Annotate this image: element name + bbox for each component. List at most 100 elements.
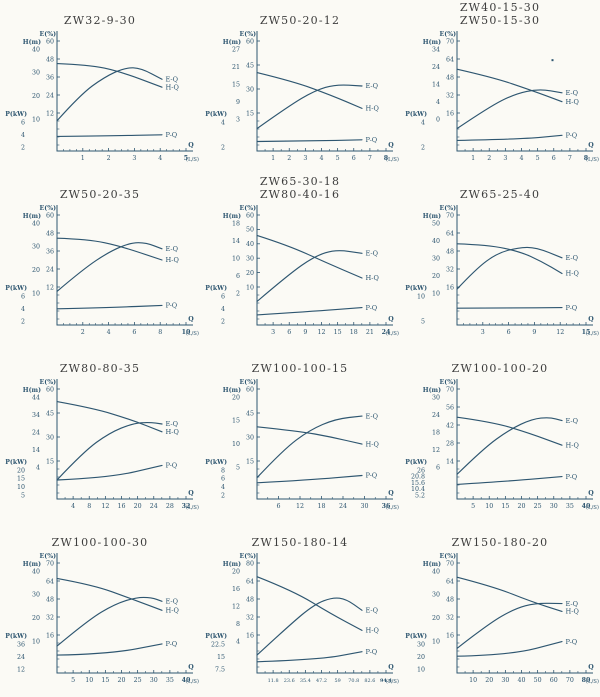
axis-lines [456, 205, 593, 326]
p-axis-tick-label: 8 [221, 467, 225, 474]
e-axis-tick-label: 70 [446, 212, 454, 219]
e-axis-tick-label: 30 [246, 256, 254, 263]
curve-p-q [256, 651, 363, 663]
stray-mark [551, 59, 554, 62]
x-axis-label: Q [388, 664, 394, 671]
h-axis-tick-label: 24 [32, 429, 40, 436]
chart-title-line: ZW40-15-30 [459, 1, 541, 15]
e-axis-tick-label: 48 [46, 596, 54, 603]
h-axis-label: H(m) [223, 213, 241, 220]
p-axis-tick-label: 4 [221, 306, 225, 313]
curve-e-q [456, 417, 563, 475]
x-axis-label: Q [588, 142, 594, 149]
x-axis-tick-label: 35 [566, 503, 574, 510]
e-axis-tick-label: 60 [46, 38, 54, 45]
curve-label-p-q: P-Q [566, 304, 578, 312]
e-axis-tick-label: 12 [46, 110, 54, 117]
e-axis-tick-label: 50 [246, 227, 254, 234]
p-axis-tick-label: 4 [221, 119, 225, 126]
curve-p-q [456, 641, 563, 657]
chart-panel-ZW100-100-30: ZW100-100-30 70 64 48 32 16 E(%) 40 30 20 10 H(m) 36… [0, 522, 200, 696]
p-axis-tick-label: 2 [221, 144, 225, 151]
curve-label-h-q: H-Q [366, 274, 380, 282]
x-axis-tick-label: 20 [134, 503, 142, 510]
p-axis-tick-label: 6 [21, 119, 25, 126]
curve-p-q [56, 464, 163, 481]
curve-h-q [56, 237, 163, 261]
curve-label-h-q: H-Q [566, 98, 580, 106]
p-axis-label: P(kW) [405, 459, 427, 466]
chart-title: ZW65-30-18 ZW80-40-16 [200, 174, 400, 201]
x-axis-tick-label: 5 [71, 677, 75, 684]
x-axis-tick-label: 2 [487, 155, 491, 162]
chart-title-line: ZW150-180-14 [251, 535, 349, 549]
h-axis-tick-label: 10 [432, 290, 440, 297]
e-axis-label: E(%) [40, 31, 57, 38]
chart-title: ZW50-20-12 [200, 0, 400, 27]
p-axis-tick-label: 20.8 [411, 474, 425, 481]
curve-h-q [256, 576, 363, 631]
curve-label-e-q: E-Q [366, 412, 379, 420]
curve-label-e-q: E-Q [366, 606, 379, 614]
curve-h-q [256, 234, 363, 279]
x-axis-tick-label: 35 [166, 677, 174, 684]
h-axis-tick-label: 20 [232, 568, 240, 575]
h-axis-label: H(m) [223, 387, 241, 394]
p-axis-label: P(kW) [405, 633, 427, 640]
x-axis-tick-label: 9 [303, 329, 307, 336]
p-axis-tick-label: 20 [17, 467, 25, 474]
e-axis-tick-label: 64 [446, 56, 454, 63]
e-axis-tick-label: 32 [446, 92, 454, 99]
chart-panel-ZW32-9-30: ZW32-9-30 60 48 36 24 12 E(%) 40 30 20 10 H(m) 6 4 2 P(… [0, 0, 200, 174]
e-axis-tick-label: 12 [46, 284, 54, 291]
x-axis-tick-label: 15 [334, 329, 342, 336]
p-axis-tick-label: 4 [221, 484, 225, 491]
p-axis-label: P(kW) [5, 285, 27, 292]
x-axis-tick-label: 36 [382, 503, 391, 510]
x-axis-tick-label: 30 [550, 503, 558, 510]
curve-h-q [56, 401, 163, 433]
chart-title-line: ZW80-40-16 [259, 187, 341, 201]
p-axis-tick-label: 15 [17, 476, 25, 483]
h-axis-label: H(m) [23, 387, 41, 394]
x-axis-unit: (L/S) [586, 678, 599, 685]
x-axis-tick-label: 1 [271, 155, 275, 162]
h-axis-tick-label: 30 [32, 70, 40, 77]
x-axis-tick-label: 59 [335, 678, 341, 684]
axis-lines [256, 31, 393, 152]
curve-label-e-q: E-Q [566, 89, 579, 97]
chart-title: ZW40-15-30 ZW50-15-30 [400, 0, 600, 27]
chart-title-line: ZW100-100-20 [451, 361, 549, 375]
curve-h-q [256, 72, 363, 109]
h-axis-tick-label: 8 [236, 621, 240, 628]
p-axis-tick-label: 2 [221, 318, 225, 325]
x-axis-tick-label: 1 [471, 155, 475, 162]
x-axis-tick-label: 24 [150, 503, 158, 510]
e-axis-tick-label: 15 [246, 458, 254, 465]
e-axis-tick-label: 60 [246, 386, 254, 393]
h-axis-tick-label: 10 [32, 638, 40, 645]
x-axis-tick-label: 5 [184, 155, 188, 162]
x-axis-unit: (L/S) [386, 330, 399, 337]
chart-panel-ZW50-20-12: ZW50-20-12 60 45 30 15 E(%) 27 21 15 9 3 H(m) 4 2 P(kW… [200, 0, 400, 174]
x-axis-tick-label: 18 [317, 503, 325, 510]
x-axis-tick-label: 4 [319, 155, 323, 162]
x-axis-tick-label: 28 [166, 503, 174, 510]
curve-label-p-q: P-Q [566, 473, 578, 481]
p-axis-tick-label: 4 [21, 306, 25, 313]
e-axis-label: E(%) [440, 205, 457, 212]
e-axis-tick-label: 48 [246, 596, 254, 603]
e-axis-tick-label: 36 [46, 74, 54, 81]
x-axis-tick-label: 16 [117, 503, 125, 510]
e-axis-tick-label: 24 [46, 266, 54, 273]
curve-p-q [456, 476, 563, 485]
p-axis-tick-label: 10 [417, 293, 425, 300]
h-axis-label: H(m) [423, 213, 441, 220]
p-axis-tick-label: 5 [21, 492, 25, 499]
h-axis-tick-label: 30 [432, 592, 440, 599]
curve-label-p-q: P-Q [566, 132, 578, 140]
e-axis-tick-label: 16 [446, 632, 454, 639]
axis-lines [256, 553, 393, 674]
x-axis-tick-label: 70 [566, 677, 574, 684]
